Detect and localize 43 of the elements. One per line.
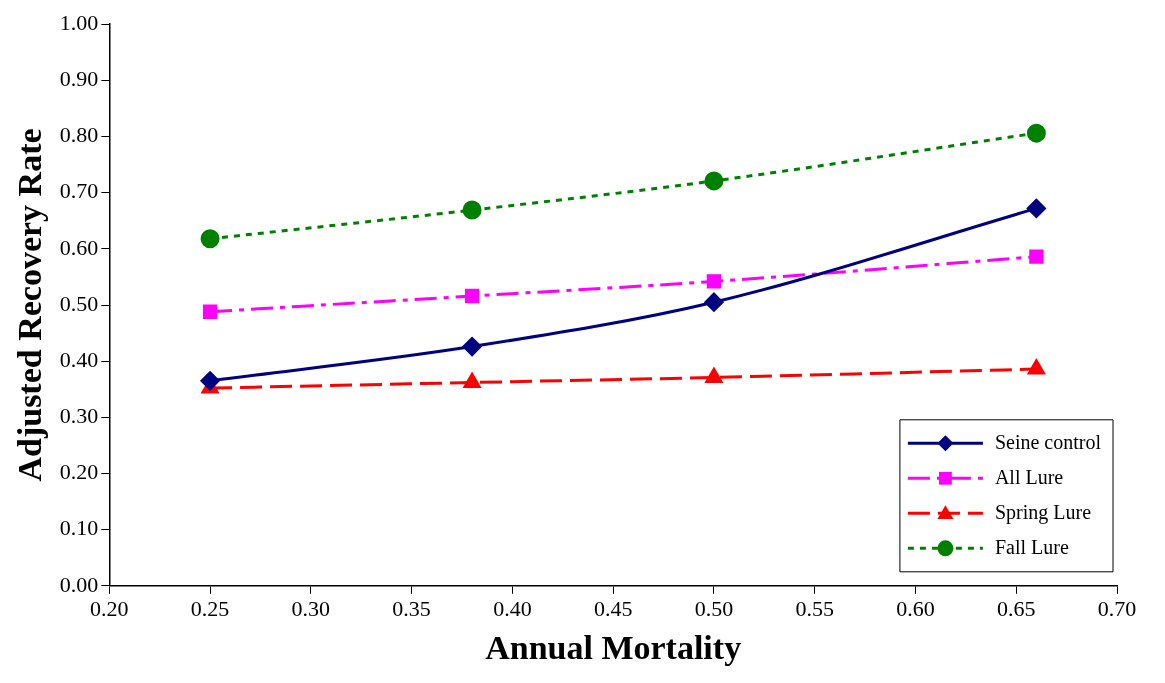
x-tick-label: 0.40 — [493, 595, 532, 621]
legend-label: All Lure — [994, 465, 1064, 488]
point — [1026, 198, 1046, 218]
x-tick-label: 0.65 — [996, 595, 1036, 621]
legend-label: Seine control — [994, 430, 1102, 453]
x-tick-label: 0.60 — [896, 595, 935, 621]
y-tick-label: 0.00 — [59, 571, 99, 597]
y-tick-label: 1.00 — [59, 9, 99, 35]
y-tick-label: 0.90 — [59, 66, 99, 92]
point — [462, 200, 482, 220]
y-tick-label: 0.10 — [59, 515, 99, 541]
point — [705, 367, 723, 383]
legend-label: Spring Lure — [994, 500, 1092, 524]
point — [462, 337, 482, 357]
x-tick-label: 0.50 — [694, 595, 734, 621]
y-axis-title: Adjusted Recovery Rate — [11, 128, 49, 482]
x-tick-label: 0.20 — [90, 595, 129, 621]
legend-label: Fall Lure — [994, 535, 1069, 558]
point — [1027, 359, 1045, 375]
point — [1029, 249, 1044, 264]
point — [202, 304, 218, 319]
x-tick-label: 0.35 — [392, 595, 431, 621]
x-tick-label: 0.55 — [795, 595, 834, 621]
point — [704, 171, 724, 191]
x-tick-label: 0.25 — [190, 595, 230, 621]
point — [1026, 123, 1046, 143]
point — [706, 274, 722, 289]
y-tick-label: 0.60 — [59, 234, 99, 260]
point — [200, 371, 220, 391]
point — [463, 373, 481, 388]
x-tick-label: 0.70 — [1097, 595, 1137, 621]
x-tick-label: 0.30 — [291, 595, 331, 621]
point — [464, 288, 480, 304]
point — [200, 229, 220, 249]
y-tick-label: 0.20 — [59, 459, 99, 485]
x-tick-label: 0.45 — [593, 595, 633, 621]
y-tick-label: 0.30 — [59, 403, 99, 429]
y-tick-label: 0.70 — [59, 178, 99, 204]
y-tick-label: 0.80 — [59, 122, 99, 148]
y-tick-label: 0.50 — [59, 290, 99, 316]
y-tick-label: 0.40 — [59, 346, 99, 372]
point — [704, 292, 724, 312]
x-axis-title: Annual Mortality — [485, 629, 742, 667]
